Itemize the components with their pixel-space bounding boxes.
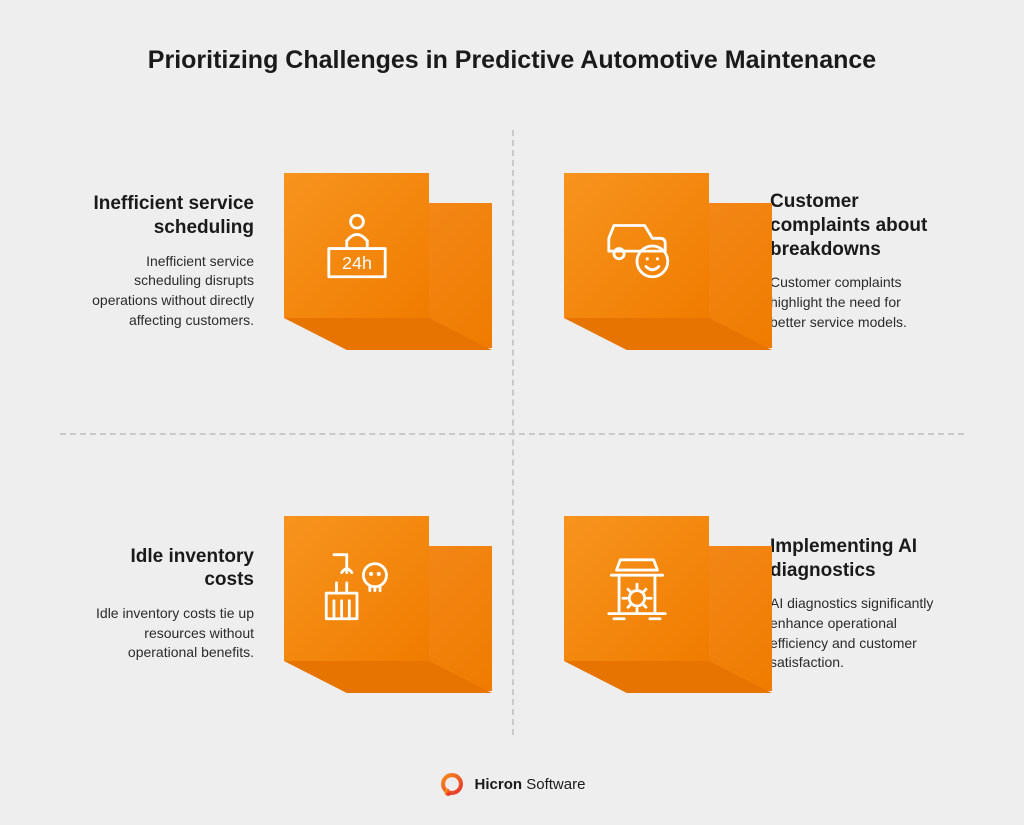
page-title: Prioritizing Challenges in Predictive Au…	[0, 0, 1024, 75]
card-idle-inventory: Idle inventory costs Idle inventory cost…	[60, 433, 512, 736]
card-inefficient-scheduling: Inefficient service scheduling Inefficie…	[60, 130, 512, 433]
card-text: Idle inventory costs Idle inventory cost…	[84, 545, 254, 663]
card-heading: Inefficient service scheduling	[84, 192, 254, 240]
footer-brand: Hicron Software	[0, 771, 1024, 797]
footer-text: Hicron Software	[475, 776, 586, 793]
car-customer-icon	[596, 205, 678, 287]
card-cube	[272, 504, 472, 704]
card-ai-diagnostics: Implementing AI diagnostics AI diagnosti…	[512, 433, 964, 736]
card-cube	[552, 161, 752, 361]
card-body: AI diagnostics significantly enhance ope…	[770, 594, 940, 672]
car-lift-gear-icon	[596, 547, 678, 629]
card-body: Inefficient service scheduling disrupts …	[84, 252, 254, 330]
card-customer-complaints: Customer complaints about breakdowns Cus…	[512, 130, 964, 433]
desk-24h-icon: 24h	[316, 205, 398, 287]
card-cube	[552, 504, 752, 704]
card-text: Customer complaints about breakdowns Cus…	[770, 190, 940, 332]
quadrant-grid: Inefficient service scheduling Inefficie…	[60, 130, 964, 735]
hicron-logo-icon	[439, 771, 465, 797]
card-cube: 24h	[272, 161, 472, 361]
card-heading: Customer complaints about breakdowns	[770, 190, 940, 261]
card-heading: Implementing AI diagnostics	[770, 535, 940, 583]
card-text: Implementing AI diagnostics AI diagnosti…	[770, 535, 940, 673]
crate-skull-icon	[316, 547, 398, 629]
card-body: Idle inventory costs tie up resources wi…	[84, 604, 254, 663]
card-text: Inefficient service scheduling Inefficie…	[84, 192, 254, 330]
card-heading: Idle inventory costs	[84, 545, 254, 593]
svg-text:24h: 24h	[342, 253, 372, 273]
card-body: Customer complaints highlight the need f…	[770, 273, 940, 332]
